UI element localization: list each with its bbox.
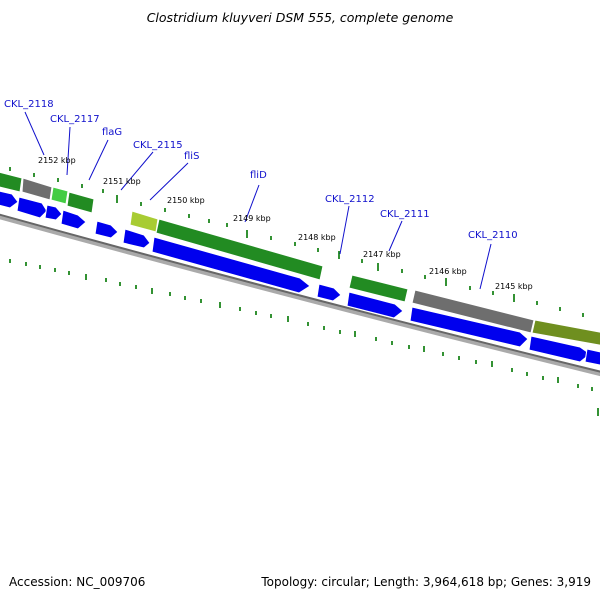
gene-label-CKL_2115: CKL_2115 (133, 140, 183, 151)
kbp-label: 2146 kbp (429, 267, 467, 276)
callout-line (339, 205, 350, 255)
gene-block-CKL_2117 (50, 186, 69, 205)
reverse-strand-genes (0, 190, 600, 366)
gene-label-flaG: flaG (102, 127, 122, 138)
callout-line (244, 184, 260, 223)
inner-tick-ring (9, 259, 599, 416)
cds-arrow (16, 196, 48, 219)
gene-label-fliS: fliS (184, 151, 199, 162)
kbp-label: 2150 kbp (167, 196, 205, 205)
gene-label-CKL_2118: CKL_2118 (4, 99, 54, 110)
callout-line (479, 243, 492, 290)
callout-line (388, 220, 403, 252)
kbp-label: 2145 kbp (495, 282, 533, 291)
kbp-label: 2151 kbp (103, 177, 141, 186)
gene-label-CKL_2112: CKL_2112 (325, 194, 375, 205)
kbp-label: 2147 kbp (363, 250, 401, 259)
gene-block-fliS (129, 210, 159, 233)
gene-label-fliD: fliD (250, 170, 267, 181)
kbp-label: 2152 kbp (38, 156, 76, 165)
gene-block-CKL_2111 (411, 289, 535, 334)
genome-backbone (0, 213, 600, 377)
cds-arrow (122, 228, 151, 249)
cds-arrow (0, 190, 19, 209)
cds-arrow (409, 306, 529, 348)
cds-arrow (151, 236, 311, 294)
callout-line (66, 126, 71, 176)
kbp-label: 2148 kbp (298, 233, 336, 242)
gene-block-flaG (66, 191, 95, 214)
cds-arrow (528, 335, 591, 363)
gene-label-CKL_2117: CKL_2117 (50, 114, 100, 125)
gene-block-CKL_2110 (531, 319, 600, 346)
cds-arrow (94, 220, 119, 239)
map-title: Clostridium kluyveri DSM 555, complete g… (146, 10, 454, 25)
gene-block-gray (21, 177, 53, 201)
gene-labels: CKL_2118 CKL_2117 flaG CKL_2115 fliS fli… (4, 99, 518, 241)
cds-arrow (346, 291, 404, 319)
outer-tick-ring (9, 167, 584, 317)
cds-arrow (44, 204, 63, 221)
kbp-labels: 2152 kbp 2151 kbp 2150 kbp 2149 kbp 2148… (38, 156, 533, 291)
topology-text: Topology: circular; Length: 3,964,618 bp… (261, 575, 591, 589)
gene-block-CKL_2112 (348, 274, 409, 303)
gene-block-fliD (155, 218, 324, 281)
callout-line (24, 111, 45, 156)
cds-arrow (316, 283, 342, 302)
gene-block-CKL_2118 (0, 171, 23, 193)
forward-strand-genes (0, 171, 600, 346)
kbp-label: 2149 kbp (233, 214, 271, 223)
callout-line (88, 139, 109, 181)
callout-line (149, 162, 189, 201)
cds-arrow (584, 348, 600, 366)
label-callouts (24, 111, 492, 290)
gene-label-CKL_2111: CKL_2111 (380, 209, 430, 220)
accession-text: Accession: NC_009706 (9, 575, 146, 589)
gene-label-CKL_2110: CKL_2110 (468, 230, 518, 241)
cds-arrow (60, 209, 87, 230)
callout-line (120, 151, 154, 191)
